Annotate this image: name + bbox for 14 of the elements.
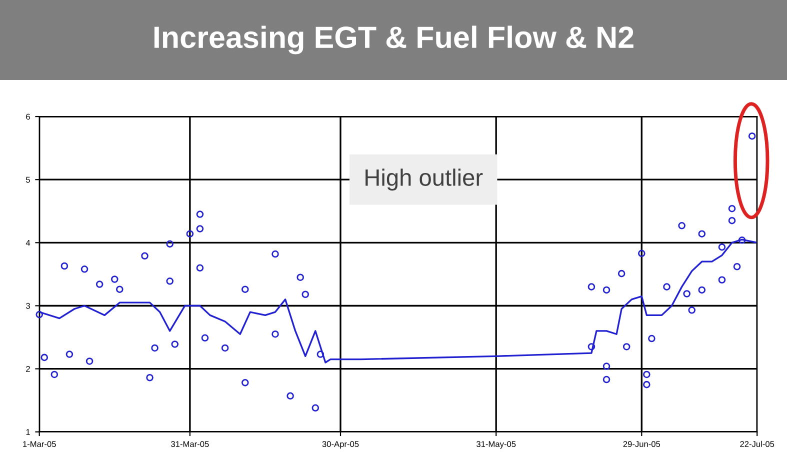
annotation: High outlier <box>366 168 483 191</box>
y-tick-label: 2 <box>26 366 30 372</box>
y-tick-label: 5 <box>26 176 30 183</box>
x-tick-label: 31-Mar-05 <box>171 441 209 448</box>
chart-title: Increasing EGT & Fuel Flow & N2 <box>154 26 634 54</box>
y-tick-label: 3 <box>26 302 30 309</box>
y-tick-label: 6 <box>26 114 30 120</box>
x-tick-label: 1-Mar-05 <box>23 441 56 448</box>
y-tick-label: 1 <box>26 429 30 435</box>
y-tick-label: 4 <box>26 240 30 246</box>
x-tick-label: 29-Jun-05 <box>623 441 660 448</box>
x-tick-label: 30-Apr-05 <box>322 441 359 449</box>
x-tick-label: 31-May-05 <box>476 441 516 449</box>
x-tick-label: 22-Jul-05 <box>740 440 774 448</box>
